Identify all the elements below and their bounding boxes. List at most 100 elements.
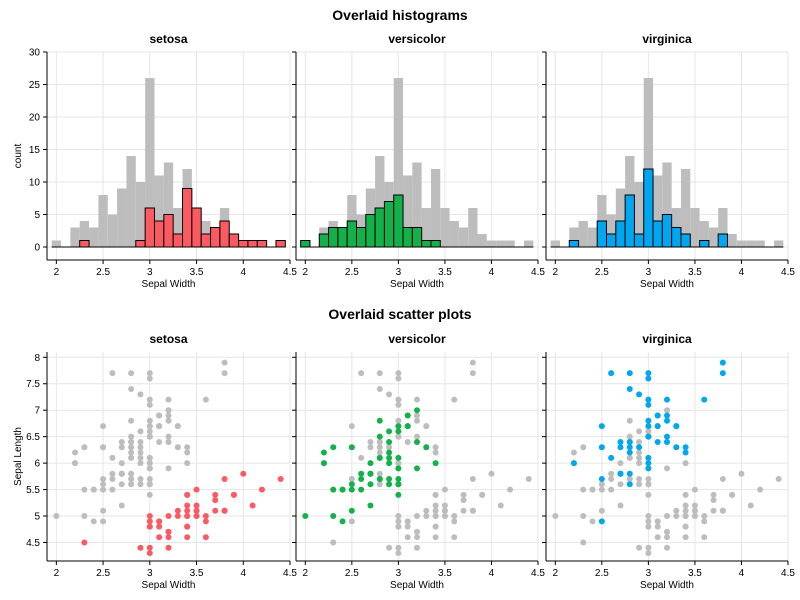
x-tick-label: 3.5	[190, 568, 204, 579]
background-bar	[736, 240, 747, 247]
y-tick-label: 5	[34, 512, 40, 523]
background-point	[404, 523, 411, 530]
background-point	[414, 544, 420, 551]
point-virginica	[682, 444, 689, 451]
background-point	[128, 370, 135, 377]
background-point	[184, 444, 191, 451]
background-point	[414, 534, 420, 541]
point-setosa	[165, 544, 172, 551]
background-point	[395, 417, 402, 424]
background-point	[146, 454, 153, 461]
panel-title-versicolor: versicolor	[388, 332, 446, 346]
background-point	[146, 481, 153, 488]
point-virginica	[673, 423, 680, 430]
background-point	[146, 375, 153, 382]
point-virginica	[617, 470, 624, 477]
point-versicolor	[320, 460, 327, 467]
point-versicolor	[386, 428, 393, 435]
background-point	[414, 528, 420, 535]
background-point	[441, 502, 448, 509]
point-versicolor	[367, 470, 374, 477]
histograms-title: Overlaid histograms	[332, 7, 468, 23]
x-tick-label: 4.5	[283, 267, 297, 278]
bar-setosa	[275, 240, 286, 248]
background-point	[673, 507, 680, 514]
background-point	[137, 391, 144, 398]
background-point	[691, 486, 698, 493]
point-virginica	[598, 518, 605, 525]
background-bar	[578, 221, 588, 247]
y-tick-label: 15	[29, 145, 41, 156]
point-setosa	[146, 518, 153, 525]
background-point	[109, 370, 116, 377]
point-setosa	[184, 491, 191, 498]
background-point	[598, 507, 605, 514]
background-point	[330, 539, 337, 546]
bar-versicolor	[328, 227, 339, 248]
bar-versicolor	[318, 233, 330, 248]
background-point	[460, 491, 467, 498]
background-point	[664, 465, 670, 472]
background-bar	[173, 208, 183, 247]
point-virginica	[654, 423, 661, 430]
background-point	[81, 444, 88, 451]
background-point	[682, 513, 689, 520]
background-point	[654, 523, 661, 530]
x-tick-label: 3.5	[688, 568, 702, 579]
panel-versicolor: 2 2.5 3 3.5 4 4.5 versicolor Sepal Width	[292, 32, 545, 290]
point-setosa	[156, 523, 163, 530]
point-setosa	[193, 502, 200, 509]
point-setosa	[277, 475, 284, 482]
background-point	[156, 438, 163, 445]
bar-virginica	[596, 220, 608, 248]
background-point	[580, 539, 587, 546]
point-versicolor	[404, 423, 411, 430]
background-point	[72, 449, 79, 456]
background-point	[691, 502, 698, 509]
background-point	[395, 523, 402, 530]
x-tick-label: 2.5	[345, 267, 359, 278]
background-point	[645, 518, 652, 525]
background-point	[441, 486, 448, 493]
background-point	[81, 513, 88, 520]
point-virginica	[719, 359, 726, 366]
bar-versicolor	[402, 227, 413, 248]
panel-setosa: 2 2.5 3 3.5 4 4.5 4.5 5 5.5 6 6.5 7 7.5 8 setosa Sepal …	[13, 332, 297, 591]
x-tick-label: 4	[240, 568, 246, 579]
point-virginica	[719, 370, 726, 377]
background-point	[414, 417, 420, 424]
y-tick-label: 8	[34, 353, 40, 364]
panel-title-virginica: virginica	[642, 32, 692, 46]
background-point	[128, 475, 135, 482]
background-point	[221, 359, 228, 366]
background-bar	[486, 240, 497, 247]
point-versicolor	[386, 438, 393, 445]
background-point	[497, 502, 504, 509]
background-point	[645, 491, 652, 498]
background-point	[664, 528, 670, 535]
background-point	[757, 486, 764, 493]
background-point	[404, 518, 411, 525]
point-setosa	[193, 486, 200, 493]
y-tick-label: 30	[29, 48, 41, 59]
background-point	[423, 507, 430, 514]
background-point	[636, 449, 643, 456]
point-versicolor	[302, 513, 309, 520]
point-setosa	[230, 491, 237, 498]
bar-versicolor	[430, 240, 441, 248]
y-axis-label: count	[13, 144, 24, 169]
point-virginica	[636, 444, 643, 451]
background-point	[100, 423, 107, 430]
background-point	[747, 502, 754, 509]
background-point	[432, 491, 439, 498]
background-point	[626, 433, 633, 440]
background-point	[710, 507, 717, 514]
background-point	[432, 502, 439, 509]
background-point	[395, 544, 402, 551]
scatter-title: Overlaid scatter plots	[328, 306, 471, 322]
x-tick-label: 2.5	[96, 568, 110, 579]
background-point	[128, 417, 135, 424]
background-point	[100, 518, 107, 525]
background-bar	[662, 162, 672, 247]
scatter-row: 2 2.5 3 3.5 4 4.5 4.5 5 5.5 6 6.5 7 7.5 8 setosa Sepal …	[13, 332, 795, 591]
